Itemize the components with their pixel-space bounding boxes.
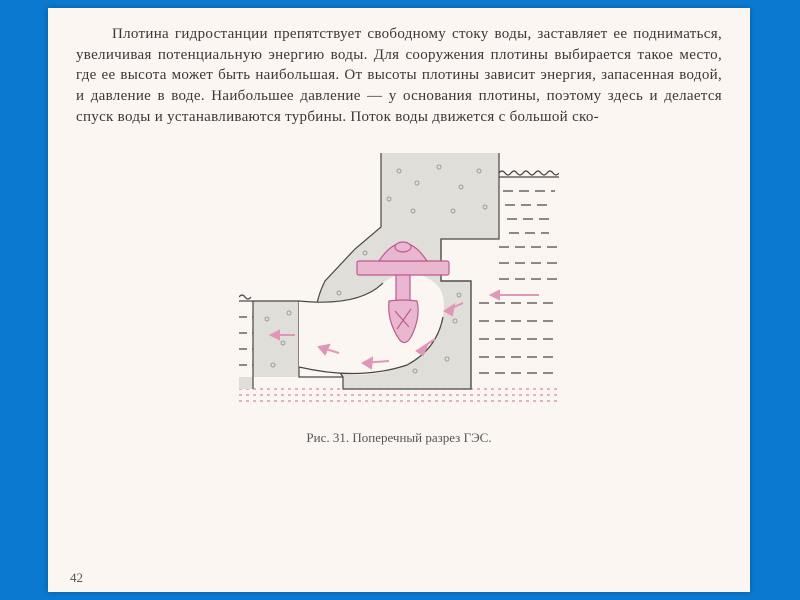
riverbed [239,389,559,401]
downstream-water [239,295,253,365]
body-paragraph: Плотина гидростанции препятствует свобод… [76,24,722,127]
page: Плотина гидростанции препятствует свобод… [48,8,750,592]
figure-wrap: Рис. 31. Поперечный разрез ГЭС. [76,153,722,446]
dam-diagram [239,153,559,403]
page-number: 42 [70,570,83,586]
figure-caption: Рис. 31. Поперечный разрез ГЭС. [76,430,722,446]
